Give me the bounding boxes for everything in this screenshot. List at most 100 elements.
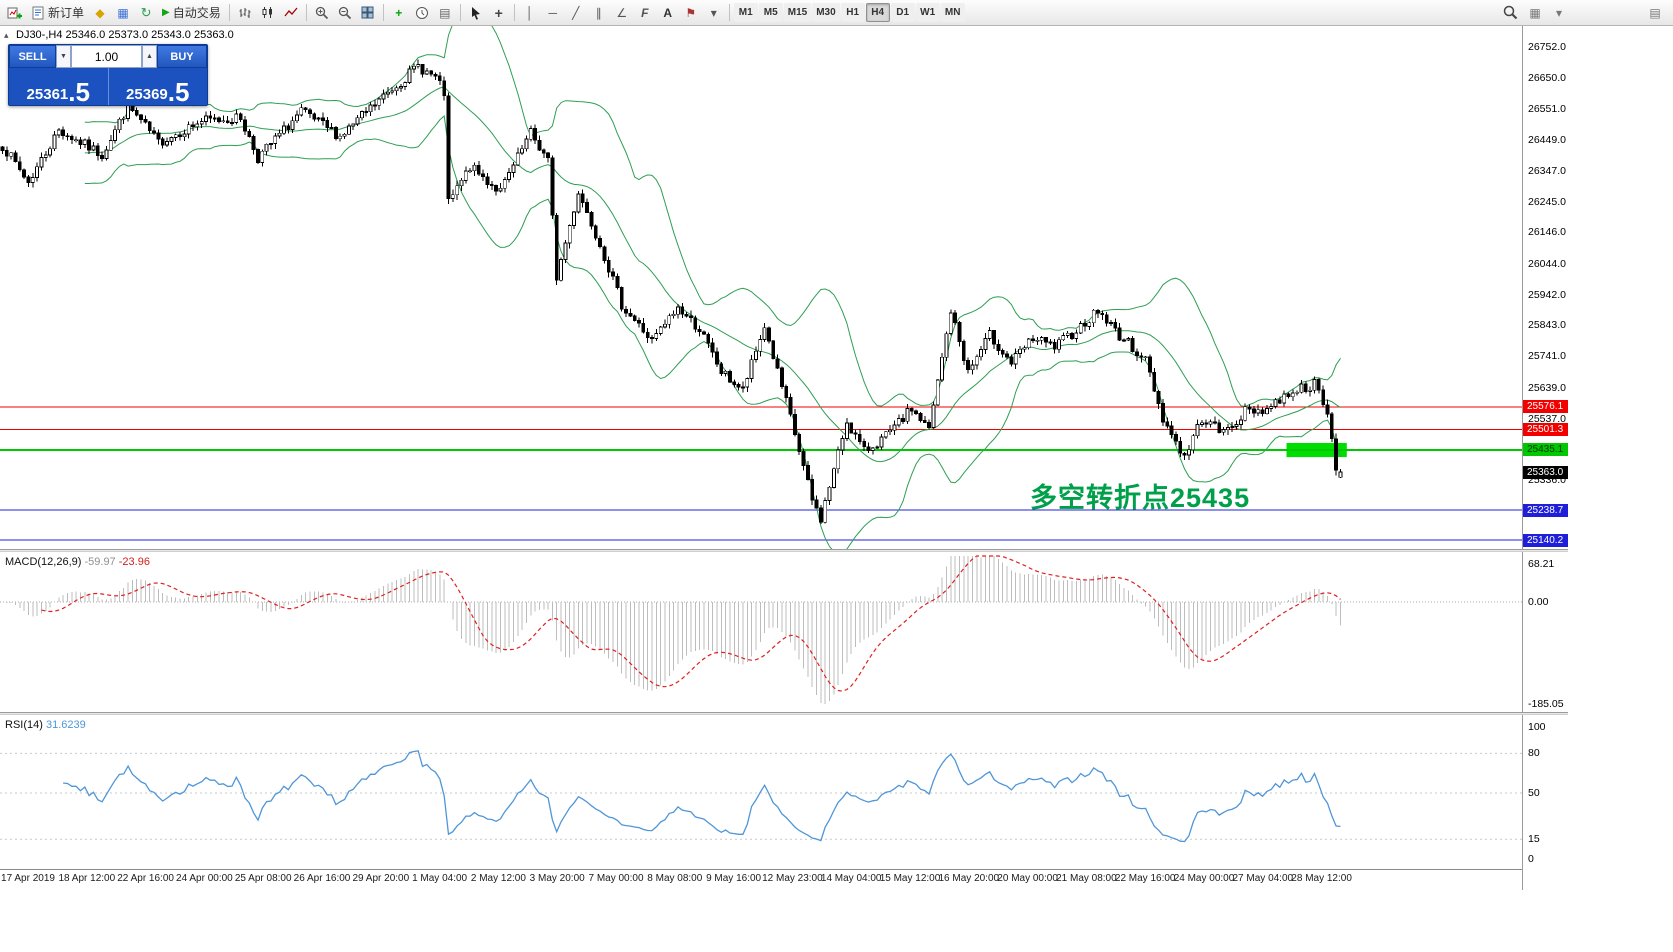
- price-axis-label: 26449.0: [1528, 133, 1566, 146]
- candle-body: [1282, 393, 1287, 404]
- new-order-button[interactable]: 新订单: [27, 2, 88, 23]
- volume-input[interactable]: [71, 45, 142, 68]
- candle-body: [277, 132, 282, 137]
- chart-annotation-text[interactable]: 多空转折点25435: [1030, 483, 1251, 513]
- zoom-out-button[interactable]: [334, 2, 356, 23]
- timeframe-D1[interactable]: D1: [890, 3, 915, 22]
- refresh-button[interactable]: ↻: [135, 2, 157, 23]
- candle-body: [286, 125, 291, 131]
- sell-price-main: 25361: [26, 86, 69, 104]
- arrows-button[interactable]: ▾: [703, 2, 725, 23]
- macd-signal-value: -23.96: [118, 556, 150, 568]
- buy-price[interactable]: 25369.5: [109, 68, 208, 105]
- buy-button[interactable]: BUY: [157, 45, 207, 68]
- level-price-badge[interactable]: 25140.2: [1523, 533, 1568, 547]
- candle-body: [1096, 309, 1100, 314]
- candle-body: [1252, 408, 1256, 414]
- tile-windows-button[interactable]: [357, 2, 379, 23]
- search-button[interactable]: [1499, 2, 1522, 23]
- candle-body: [520, 148, 524, 154]
- candle-body: [745, 378, 750, 388]
- timeframe-M1[interactable]: M1: [733, 3, 758, 22]
- window-list-button[interactable]: ▤: [1644, 2, 1666, 23]
- level-price-badge[interactable]: 25576.1: [1523, 400, 1568, 414]
- timeframe-M5[interactable]: M5: [758, 3, 783, 22]
- candle-body: [403, 82, 408, 87]
- vertical-line-button[interactable]: │: [519, 2, 541, 23]
- candle-body: [82, 139, 87, 145]
- period-button[interactable]: [411, 2, 433, 23]
- level-price-badge[interactable]: 25238.7: [1523, 503, 1568, 517]
- candle-body: [1290, 392, 1295, 398]
- candle-body: [732, 381, 737, 385]
- fibonacci-button[interactable]: F: [634, 2, 656, 23]
- volume-decrease-button[interactable]: ▼: [56, 45, 71, 68]
- cursor-button[interactable]: [465, 2, 487, 23]
- candle-body: [307, 109, 312, 115]
- metaeditor-button[interactable]: ◆: [89, 2, 111, 23]
- timeframe-H4[interactable]: H4: [865, 3, 890, 22]
- timeframe-MN[interactable]: MN: [940, 3, 965, 22]
- zoom-in-button[interactable]: [311, 2, 333, 23]
- channel-button[interactable]: ∥: [588, 2, 610, 23]
- candle-body: [381, 93, 386, 100]
- volume-increase-button[interactable]: ▲: [142, 45, 157, 68]
- candle-body: [1217, 422, 1222, 433]
- price-scale[interactable]: 26752.0 26650.0 26551.0 26449.0 26347.0 26245…: [1523, 26, 1668, 890]
- trendline-button[interactable]: ╱: [565, 2, 587, 23]
- candle-body: [806, 464, 810, 480]
- line-chart-icon: [284, 7, 298, 17]
- rsi-pane[interactable]: RSI(14) 31.6239: [0, 715, 1522, 869]
- terminal-button[interactable]: ▦: [112, 2, 134, 23]
- main-chart-surface[interactable]: [0, 26, 1522, 549]
- candlestick-chart-button[interactable]: [257, 2, 279, 23]
- candle-body: [728, 370, 732, 383]
- timeframe-W1[interactable]: W1: [915, 3, 940, 22]
- candle-body: [1117, 327, 1122, 341]
- horizontal-line-button[interactable]: ─: [542, 2, 564, 23]
- sell-button[interactable]: SELL: [9, 45, 56, 68]
- new-chart-button[interactable]: [3, 2, 26, 23]
- chart-profile-button[interactable]: ▦: [1524, 2, 1546, 23]
- line-chart-button[interactable]: [280, 2, 302, 23]
- macd-pane[interactable]: MACD(12,26,9) -59.97 -23.96: [0, 552, 1522, 712]
- timeframe-H1[interactable]: H1: [840, 3, 865, 22]
- text-button[interactable]: A: [657, 2, 679, 23]
- candle-body: [333, 127, 338, 140]
- label-button[interactable]: ⚑: [680, 2, 702, 23]
- level-price-badge[interactable]: 25435.1: [1523, 443, 1568, 457]
- bar-chart-button[interactable]: [234, 2, 256, 23]
- indicators-button[interactable]: +: [388, 2, 410, 23]
- candle-body: [364, 111, 369, 113]
- timeframe-M30[interactable]: M30: [812, 3, 840, 22]
- candle-body: [9, 152, 14, 157]
- time-axis[interactable]: 17 Apr 2019 18 Apr 12:00 22 Apr 16:00 24 Ap…: [0, 870, 1522, 890]
- pane-splitter[interactable]: [0, 549, 1568, 552]
- candle-body: [100, 155, 104, 159]
- candle-body: [1126, 337, 1131, 341]
- candle-body: [1161, 402, 1165, 423]
- timeframe-M15[interactable]: M15: [783, 3, 812, 22]
- toolbar-more-button[interactable]: ▾: [1548, 2, 1570, 23]
- candle-body: [316, 117, 321, 120]
- candle-body: [87, 139, 91, 151]
- rsi-surface[interactable]: [0, 715, 1522, 869]
- candle-body: [1022, 347, 1027, 350]
- pane-splitter[interactable]: [0, 712, 1568, 715]
- candle-body: [1221, 429, 1226, 433]
- trendline-icon: ╱: [572, 5, 580, 20]
- main-chart-pane[interactable]: 多空转折点25435: [0, 26, 1522, 549]
- candle-body: [671, 313, 676, 317]
- rsi-axis-label: 50: [1528, 787, 1540, 799]
- macd-surface[interactable]: [0, 552, 1522, 712]
- candle-body: [191, 124, 195, 128]
- one-click-collapse-arrow[interactable]: ▴: [4, 30, 9, 40]
- auto-trading-button[interactable]: ▶ 自动交易: [158, 2, 225, 23]
- crosshair-button[interactable]: +: [488, 2, 510, 23]
- price-axis-label: 25537.0: [1528, 412, 1566, 425]
- candle-body: [637, 319, 641, 324]
- sell-price[interactable]: 25361.5: [9, 68, 109, 105]
- templates-button[interactable]: ▤: [434, 2, 456, 23]
- level-price-badge[interactable]: 25501.3: [1523, 423, 1568, 437]
- equidistant-button[interactable]: ∠: [611, 2, 633, 23]
